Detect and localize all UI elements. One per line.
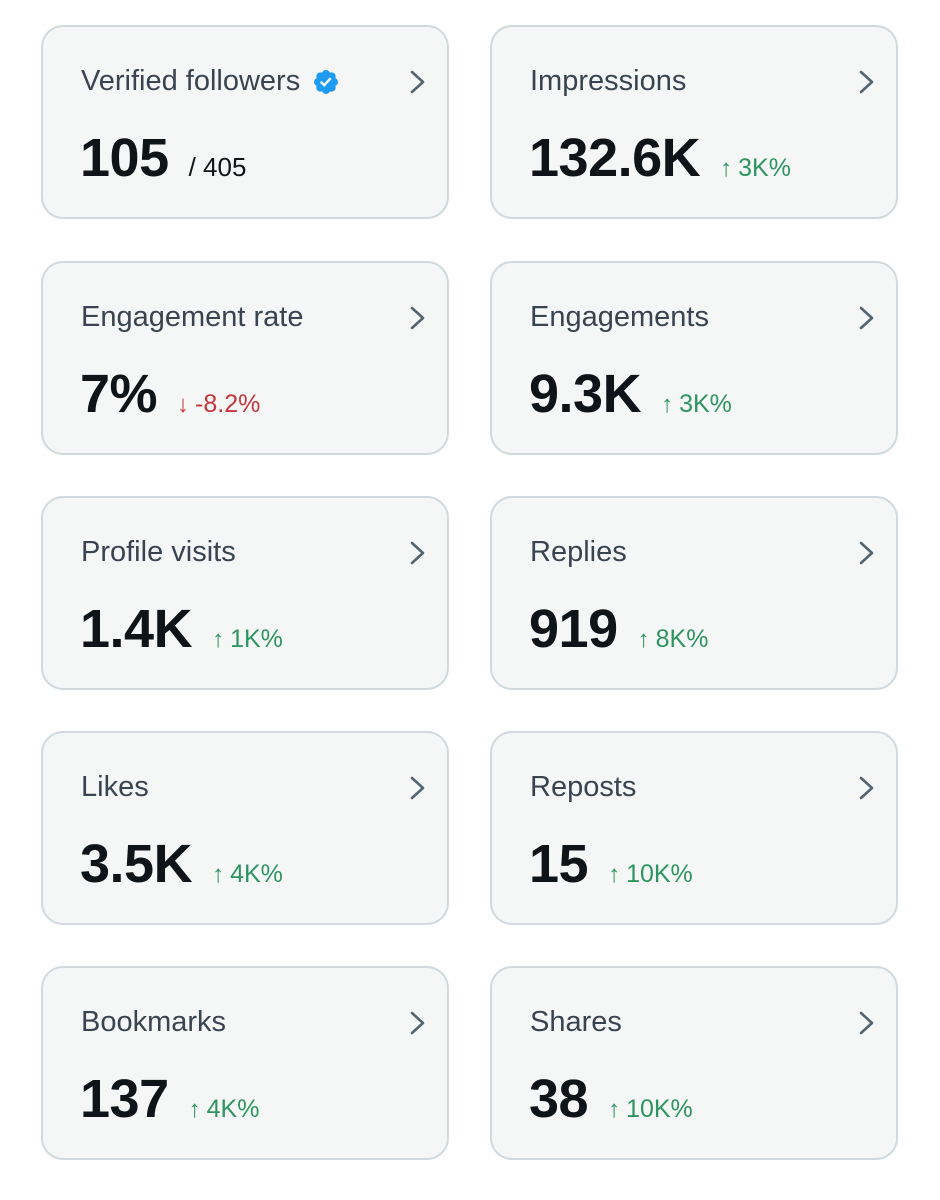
metric-value-row: 1.4K ↑ 1K% [80,598,283,660]
metric-change: ↑ 3K% [661,390,732,419]
metric-value-row: 3.5K ↑ 4K% [80,833,283,895]
arrow-up-icon: ↑ [212,861,225,888]
metric-value: 9.3K [529,364,642,424]
metric-value: 105 [80,128,169,188]
metric-title: Impressions [530,65,686,98]
metric-label: Reposts [530,771,637,803]
metric-value-row: 919 ↑ 8K% [529,598,708,660]
metric-change-value: 1K% [230,625,283,653]
arrow-up-icon: ↑ [608,1096,621,1123]
arrow-up-icon: ↑ [661,391,674,418]
metric-card-shares[interactable]: Shares 38 ↑ 10K% [490,966,898,1160]
metric-value-row: 105 / 405 [80,127,246,189]
metric-value: 132.6K [529,128,701,188]
metric-value: 15 [529,834,589,894]
metric-change-value: 10K% [626,1095,693,1123]
arrow-up-icon: ↑ [608,861,621,888]
metric-change-value: 4K% [206,1095,260,1123]
metric-card-engagements[interactable]: Engagements 9.3K ↑ 3K% [490,261,898,455]
metric-value: 3.5K [80,834,193,894]
chevron-right-icon[interactable] [856,773,878,803]
metric-value-row: 9.3K ↑ 3K% [529,363,732,425]
metric-card-bookmarks[interactable]: Bookmarks 137 ↑ 4K% [41,966,449,1160]
chevron-right-icon[interactable] [407,303,429,333]
metric-change: ↑ 4K% [212,860,283,889]
metric-value-row: 15 ↑ 10K% [529,833,693,895]
metric-change: ↓ -8.2% [177,390,260,419]
metric-title: Replies [530,536,627,569]
metric-label: Verified followers [81,65,301,97]
metric-label: Shares [530,1006,622,1038]
metric-change-value: 3K% [679,390,732,418]
metric-label: Replies [530,536,627,568]
metric-title: Verified followers [81,65,340,98]
metric-card-engagement-rate[interactable]: Engagement rate 7% ↓ -8.2% [41,261,449,455]
metric-card-verified-followers[interactable]: Verified followers 105 / 405 [41,25,449,219]
metric-change: ↑ 4K% [189,1095,260,1124]
metric-card-reposts[interactable]: Reposts 15 ↑ 10K% [490,731,898,925]
metric-title: Reposts [530,771,636,804]
metric-label: Bookmarks [81,1006,227,1038]
metric-change: ↑ 8K% [638,625,709,654]
metric-card-replies[interactable]: Replies 919 ↑ 8K% [490,496,898,690]
chevron-right-icon[interactable] [407,1008,429,1038]
chevron-right-icon[interactable] [407,773,429,803]
arrow-up-icon: ↑ [637,626,650,653]
metric-value: 919 [529,599,618,659]
chevron-right-icon[interactable] [407,538,429,568]
metric-change-value: 4K% [230,860,283,888]
metric-change: ↑ 10K% [608,860,693,889]
metric-value: 1.4K [80,599,193,659]
metric-label: Impressions [530,65,687,97]
metric-card-profile-visits[interactable]: Profile visits 1.4K ↑ 1K% [41,496,449,690]
chevron-right-icon[interactable] [856,538,878,568]
metric-change: ↑ 10K% [608,1095,693,1124]
metric-label: Likes [81,771,149,803]
metric-card-likes[interactable]: Likes 3.5K ↑ 4K% [41,731,449,925]
metric-value-row: 132.6K ↑ 3K% [529,127,791,189]
metric-value: 7% [80,364,158,424]
metric-title: Engagements [530,301,709,334]
metric-value-row: 7% ↓ -8.2% [80,363,260,425]
metric-value-row: 38 ↑ 10K% [529,1068,693,1130]
arrow-down-icon: ↓ [177,391,190,418]
metric-change-value: -8.2% [195,390,261,418]
metric-change-value: 10K% [626,860,693,888]
metric-title: Engagement rate [81,301,303,334]
metric-change-value: 3K% [738,154,791,182]
metric-change-value: 8K% [655,625,709,653]
metric-title: Profile visits [81,536,236,569]
metric-title: Likes [81,771,149,804]
metric-change: ↑ 3K% [720,154,791,183]
metric-title: Shares [530,1006,622,1039]
chevron-right-icon[interactable] [856,67,878,97]
chevron-right-icon[interactable] [407,67,429,97]
chevron-right-icon[interactable] [856,303,878,333]
metric-label: Profile visits [81,536,236,568]
metric-title: Bookmarks [81,1006,226,1039]
metric-value: 38 [529,1069,589,1129]
metric-total: / 405 [188,152,247,182]
metric-label: Engagements [530,301,709,333]
metric-value-row: 137 ↑ 4K% [80,1068,259,1130]
metric-change: ↑ 1K% [212,625,283,654]
chevron-right-icon[interactable] [856,1008,878,1038]
metric-value: 137 [80,1069,169,1129]
arrow-up-icon: ↑ [212,626,225,653]
verified-badge-icon [314,69,339,94]
metric-card-impressions[interactable]: Impressions 132.6K ↑ 3K% [490,25,898,219]
metric-label: Engagement rate [81,301,304,333]
arrow-up-icon: ↑ [720,155,733,182]
arrow-up-icon: ↑ [188,1096,201,1123]
